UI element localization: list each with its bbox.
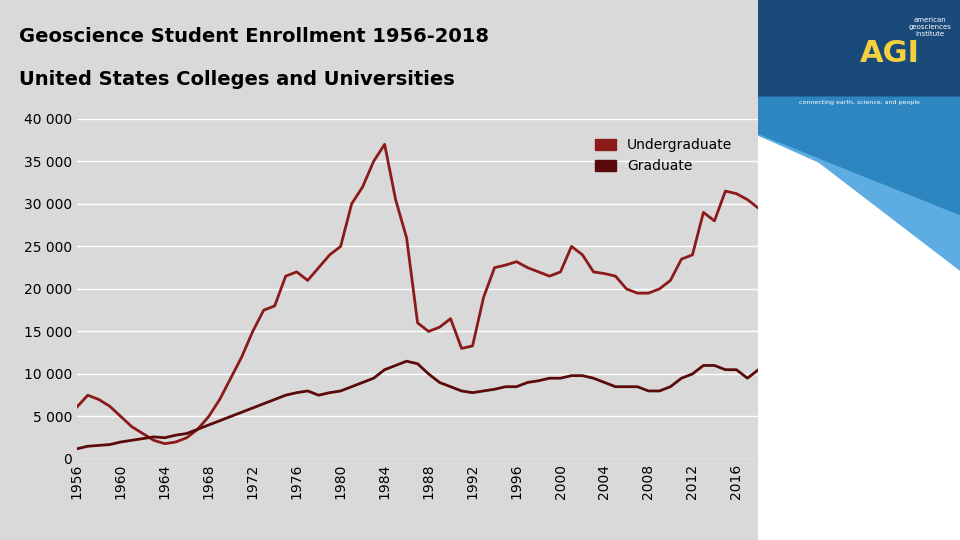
Undergraduate	[412, 320, 423, 326]
Undergraduate	[379, 141, 391, 147]
Legend: Undergraduate, Graduate: Undergraduate, Graduate	[589, 132, 738, 179]
Undergraduate	[291, 268, 302, 275]
Text: connecting earth, science, and people: connecting earth, science, and people	[799, 100, 920, 105]
Text: AGI: AGI	[859, 39, 920, 69]
Graduate	[390, 362, 401, 369]
Undergraduate	[565, 243, 577, 249]
Text: american
geosciences
institute: american geosciences institute	[908, 17, 951, 37]
Text: Geoscience Student Enrollment 1956-2018: Geoscience Student Enrollment 1956-2018	[19, 27, 490, 46]
Graduate	[280, 392, 292, 399]
Text: United States Colleges and Universities: United States Colleges and Universities	[19, 70, 455, 89]
Polygon shape	[758, 135, 960, 270]
Polygon shape	[758, 97, 960, 216]
Graduate	[71, 446, 83, 452]
Graduate	[401, 358, 413, 365]
Undergraduate	[434, 324, 445, 330]
Undergraduate	[71, 404, 83, 410]
Graduate	[258, 401, 270, 407]
Line: Undergraduate: Undergraduate	[77, 144, 758, 444]
Graduate	[555, 375, 566, 381]
Bar	[758, 0, 960, 97]
Graduate	[742, 375, 754, 381]
Graduate	[422, 370, 434, 377]
Line: Graduate: Graduate	[77, 361, 758, 449]
Undergraduate	[742, 197, 754, 203]
Undergraduate	[159, 441, 171, 447]
Graduate	[753, 367, 764, 373]
Undergraduate	[753, 205, 764, 211]
Undergraduate	[269, 302, 280, 309]
